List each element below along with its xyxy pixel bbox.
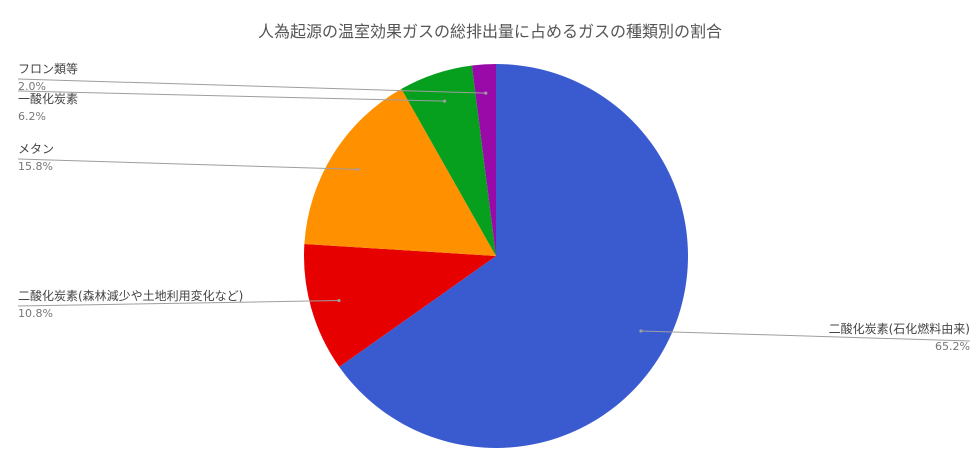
pie-slice: [304, 243, 496, 367]
slice-label: 一酸化炭素: [18, 91, 78, 106]
slice-value-label: 65.2%: [935, 340, 970, 353]
pie-slice: [471, 64, 496, 256]
pie-slice: [339, 64, 688, 448]
leader-dot: [442, 99, 447, 103]
slice-label: メタン: [18, 142, 54, 156]
pie-slice: [401, 65, 496, 256]
leader-dot: [484, 91, 488, 95]
leader-dot: [639, 329, 643, 333]
slice-value-label: 2.0%: [18, 80, 46, 93]
slice-value-label: 10.8%: [18, 307, 53, 320]
leader-line: [640, 330, 971, 342]
leader-dot: [356, 167, 360, 172]
leader-dot: [337, 298, 341, 303]
pie-slice: [304, 88, 496, 257]
leader-line: [17, 78, 486, 94]
slice-label: 二酸化炭素(森林減少や土地利用変化など): [18, 288, 243, 303]
leader-line: [17, 90, 445, 102]
slice-value-label: 6.2%: [18, 110, 46, 123]
slice-value-label: 15.8%: [18, 160, 53, 173]
leader-line: [17, 300, 340, 307]
chart-title: 人為起源の温室効果ガスの総排出量に占めるガスの種類別の割合: [257, 22, 722, 41]
slice-label: フロン類等: [18, 62, 78, 76]
slice-label: 二酸化炭素(石化燃料由来): [829, 321, 970, 336]
leader-line: [17, 158, 358, 170]
